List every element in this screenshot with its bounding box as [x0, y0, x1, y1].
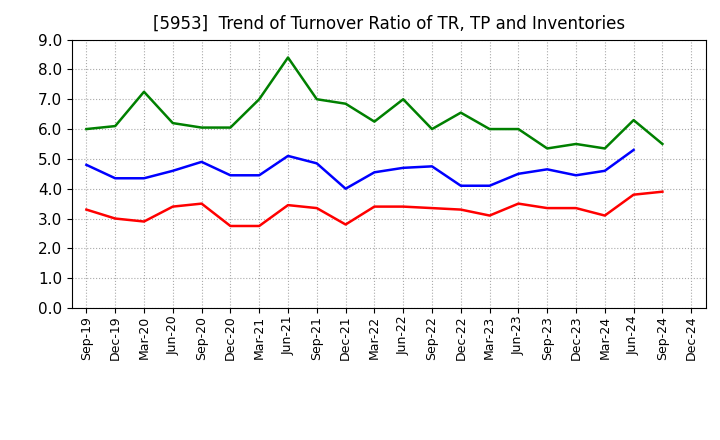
Inventories — [399, 97, 408, 102]
Trade Receivables — [312, 205, 321, 211]
Title: [5953]  Trend of Turnover Ratio of TR, TP and Inventories: [5953] Trend of Turnover Ratio of TR, TP… — [153, 15, 625, 33]
Line: Inventories: Inventories — [86, 58, 662, 148]
Inventories — [255, 97, 264, 102]
Inventories — [658, 141, 667, 147]
Inventories — [111, 124, 120, 129]
Trade Receivables — [485, 213, 494, 218]
Trade Payables — [543, 167, 552, 172]
Inventories — [284, 55, 292, 60]
Trade Receivables — [428, 205, 436, 211]
Trade Payables — [341, 186, 350, 191]
Trade Payables — [111, 176, 120, 181]
Trade Receivables — [543, 205, 552, 211]
Trade Payables — [600, 168, 609, 173]
Inventories — [168, 121, 177, 126]
Trade Receivables — [255, 224, 264, 229]
Trade Receivables — [456, 207, 465, 212]
Trade Payables — [197, 159, 206, 165]
Trade Receivables — [600, 213, 609, 218]
Trade Receivables — [514, 201, 523, 206]
Trade Payables — [428, 164, 436, 169]
Inventories — [370, 119, 379, 124]
Inventories — [629, 117, 638, 123]
Trade Receivables — [111, 216, 120, 221]
Trade Receivables — [572, 205, 580, 211]
Trade Receivables — [197, 201, 206, 206]
Line: Trade Receivables: Trade Receivables — [86, 192, 662, 226]
Trade Payables — [140, 176, 148, 181]
Line: Trade Payables: Trade Payables — [86, 150, 634, 189]
Trade Receivables — [140, 219, 148, 224]
Trade Payables — [284, 153, 292, 158]
Inventories — [341, 101, 350, 106]
Trade Payables — [312, 161, 321, 166]
Trade Payables — [255, 172, 264, 178]
Trade Payables — [399, 165, 408, 170]
Trade Payables — [370, 170, 379, 175]
Trade Payables — [514, 171, 523, 176]
Legend: Trade Receivables, Trade Payables, Inventories: Trade Receivables, Trade Payables, Inven… — [140, 436, 637, 440]
Trade Receivables — [168, 204, 177, 209]
Inventories — [456, 110, 465, 115]
Trade Receivables — [399, 204, 408, 209]
Trade Receivables — [370, 204, 379, 209]
Trade Receivables — [226, 224, 235, 229]
Trade Payables — [629, 147, 638, 153]
Trade Payables — [82, 162, 91, 168]
Trade Payables — [572, 172, 580, 178]
Inventories — [82, 126, 91, 132]
Inventories — [543, 146, 552, 151]
Trade Receivables — [284, 202, 292, 208]
Inventories — [428, 126, 436, 132]
Inventories — [600, 146, 609, 151]
Trade Receivables — [629, 192, 638, 197]
Trade Payables — [168, 168, 177, 173]
Inventories — [226, 125, 235, 130]
Inventories — [572, 141, 580, 147]
Inventories — [485, 126, 494, 132]
Inventories — [514, 126, 523, 132]
Trade Receivables — [341, 222, 350, 227]
Trade Receivables — [82, 207, 91, 212]
Inventories — [140, 89, 148, 95]
Trade Receivables — [658, 189, 667, 194]
Trade Payables — [456, 183, 465, 188]
Trade Payables — [485, 183, 494, 188]
Inventories — [312, 97, 321, 102]
Trade Payables — [226, 172, 235, 178]
Inventories — [197, 125, 206, 130]
